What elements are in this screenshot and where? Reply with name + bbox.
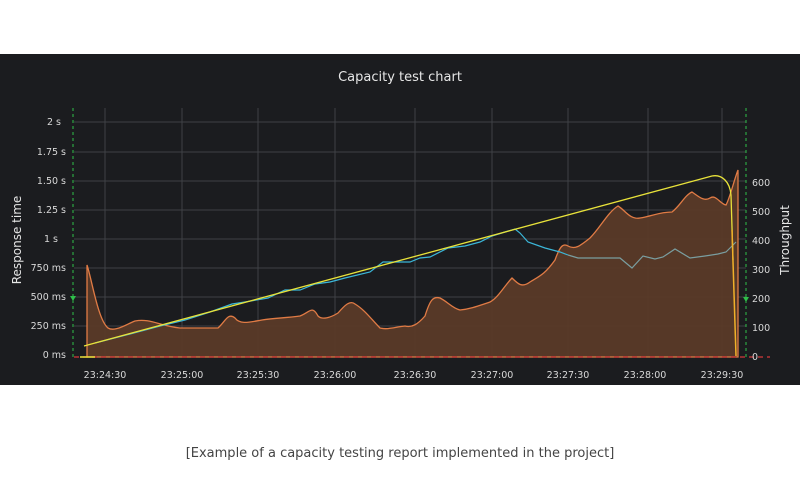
svg-text:2 s: 2 s (47, 117, 61, 128)
svg-text:23:28:00: 23:28:00 (624, 370, 667, 381)
svg-text:23:24:30: 23:24:30 (84, 370, 127, 381)
x-axis-ticks: 23:24:30 23:25:00 23:25:30 23:26:00 23:2… (84, 370, 744, 381)
svg-text:400: 400 (752, 236, 770, 247)
svg-text:1.75 s: 1.75 s (37, 147, 66, 158)
svg-text:1.25 s: 1.25 s (37, 205, 66, 216)
svg-text:300: 300 (752, 265, 770, 276)
svg-text:0: 0 (752, 352, 758, 363)
right-axis-marker-icon[interactable] (743, 297, 749, 302)
response-time-area (86, 169, 739, 358)
left-axis-title: Response time (10, 196, 24, 285)
svg-text:250 ms: 250 ms (31, 321, 66, 332)
svg-text:23:29:30: 23:29:30 (701, 370, 744, 381)
svg-text:23:27:30: 23:27:30 (547, 370, 590, 381)
svg-text:750 ms: 750 ms (31, 263, 66, 274)
svg-text:1 s: 1 s (44, 234, 58, 245)
throughput-line (83, 175, 734, 347)
left-axis-ticks: 0 ms 250 ms 500 ms 750 ms 1 s 1.25 s 1.5… (31, 117, 66, 361)
figure-caption: [Example of a capacity testing report im… (185, 446, 615, 461)
svg-text:500 ms: 500 ms (31, 292, 66, 303)
svg-text:23:26:00: 23:26:00 (314, 370, 357, 381)
svg-text:23:25:00: 23:25:00 (161, 370, 204, 381)
right-axis-ticks: 0 100 200 300 400 500 600 (752, 178, 770, 363)
svg-text:23:26:30: 23:26:30 (394, 370, 437, 381)
svg-text:23:25:30: 23:25:30 (237, 370, 280, 381)
throughput-drop-line (731, 229, 737, 357)
chart-title: Capacity test chart (338, 70, 462, 85)
active-threads-line (94, 228, 569, 344)
svg-text:100: 100 (752, 323, 770, 334)
left-axis-marker-icon[interactable] (70, 296, 76, 301)
active-threads-line-late (567, 241, 737, 269)
svg-text:600: 600 (752, 178, 770, 189)
right-axis-title: Throughput (778, 205, 792, 276)
svg-text:500: 500 (752, 207, 770, 218)
svg-text:200: 200 (752, 294, 770, 305)
svg-text:1.50 s: 1.50 s (37, 176, 66, 187)
svg-text:0 ms: 0 ms (43, 350, 66, 361)
svg-text:23:27:00: 23:27:00 (471, 370, 514, 381)
